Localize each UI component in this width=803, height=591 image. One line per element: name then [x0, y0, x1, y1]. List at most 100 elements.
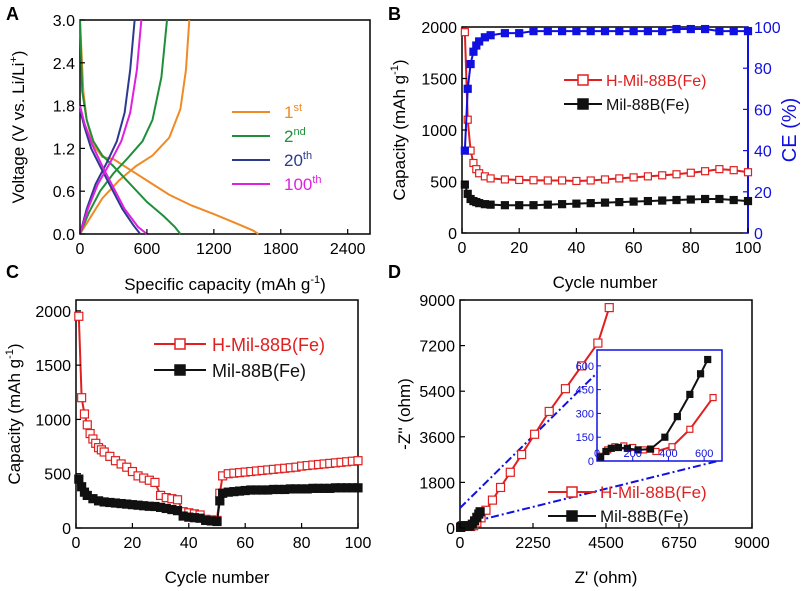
point-c-0-18	[150, 477, 160, 487]
y-tick-label-a-3: 1.8	[53, 99, 75, 116]
point-b-1-23	[715, 194, 724, 204]
point-d-inset-1-11	[704, 355, 712, 364]
point-d-inset-1-5	[634, 446, 642, 454]
legend-label-a-3: 20th	[284, 150, 312, 170]
curve-a-1-charge	[79, 19, 168, 235]
y-tick-label-d-4: 7200	[419, 339, 455, 356]
legend-label-d-2: Mil-88B(Fe)	[600, 507, 689, 526]
point-b-2-9	[515, 29, 524, 38]
point-c-1-27	[215, 496, 225, 506]
point-d-0-14	[517, 449, 527, 460]
zoom-line-d-1	[459, 372, 598, 509]
panel-label-d: D	[388, 262, 401, 282]
y-tick-label-a-5: 3.0	[53, 13, 75, 30]
point-b-1-25	[743, 196, 753, 206]
x-tick-label-c-3: 60	[236, 535, 254, 552]
point-d-0-19	[593, 338, 603, 348]
point-b-0-20	[672, 170, 681, 179]
y-tick-label-d-5: 9000	[419, 293, 455, 310]
y2-axis-label-b: CE (%)	[779, 98, 801, 162]
y-tick-label-c-1: 500	[44, 467, 71, 484]
yticks-c: 0 500 1000 1500 2000	[35, 304, 81, 538]
panel-label-b: B	[388, 4, 401, 24]
plot-frame-c	[75, 299, 359, 529]
point-b-0-17	[629, 173, 638, 182]
series-group-a	[79, 19, 260, 235]
point-b-1-12	[557, 200, 567, 209]
x-tick-label-b-3: 60	[625, 240, 643, 257]
panel-label-a: A	[6, 4, 19, 24]
xticks-d: 0 2250 4500 6750 9000	[456, 523, 770, 552]
point-b-0-7	[486, 174, 495, 183]
x-tick-label-c-4: 80	[293, 535, 311, 552]
point-d-inset-1-7	[661, 433, 669, 441]
curve-a-2-charge	[79, 19, 136, 235]
y-tick-label-a-1: 0.6	[53, 184, 75, 201]
xticks-a: 0 600 1200 1800 2400	[76, 229, 366, 258]
y2ticks-b: 0 20 40 60 80 100	[743, 20, 781, 243]
point-b-1-18	[643, 196, 653, 206]
point-d-inset-0-8	[686, 425, 694, 433]
y-tick-label-d-2: 3600	[419, 430, 455, 447]
x-axis-label-c: Cycle number	[165, 568, 270, 587]
point-b-2-19	[658, 27, 667, 36]
point-b-0-12	[557, 176, 567, 185]
point-d-0-15	[530, 429, 540, 439]
point-d-inset-1-2	[607, 444, 615, 452]
point-b-0-8	[500, 175, 509, 184]
point-c-0-22	[172, 495, 183, 505]
x-tick-label-d-0: 0	[456, 535, 465, 552]
inset-x-tick-label-d-3: 600	[695, 448, 713, 460]
point-b-1-11	[543, 200, 552, 209]
point-b-1-10	[529, 201, 538, 210]
point-b-0-9	[515, 175, 524, 185]
y2-tick-label-b-4: 80	[754, 61, 772, 78]
point-d-0-18	[577, 361, 587, 371]
y2-tick-label-b-2: 40	[754, 144, 772, 161]
y-axis-label-b: Capacity (mAh g-1)	[389, 59, 409, 200]
point-c-0-55	[353, 456, 363, 466]
legend-label-d-1: H-Mil-88B(Fe)	[600, 483, 707, 502]
yticks-a: 0.0 0.6 1.2 1.8 2.4 3.0	[53, 13, 85, 244]
y-axis-label-c: Capacity (mAh g-1)	[4, 343, 24, 484]
legend-label-a-1: 1st	[284, 102, 302, 122]
curve-a-2-discharge	[79, 108, 142, 235]
point-b-1-20	[672, 195, 681, 205]
y-tick-label-d-3: 5400	[419, 384, 455, 401]
x-tick-label-d-3: 6750	[661, 535, 697, 552]
point-b-2-15	[600, 27, 610, 36]
point-b-2-2	[466, 59, 475, 69]
legend-label-a-2: 2nd	[284, 126, 306, 146]
x-tick-label-b-5: 100	[735, 240, 762, 257]
point-b-2-22	[700, 24, 710, 34]
point-d-inset-1-4	[623, 444, 631, 452]
point-b-2-24	[729, 27, 738, 36]
legend-marker-b-2	[577, 98, 589, 110]
point-b-0-18	[643, 172, 653, 181]
point-b-1-9	[515, 201, 524, 210]
point-b-2-25	[743, 27, 753, 36]
legend-marker-c-2	[174, 364, 186, 376]
point-d-inset-0-7	[668, 443, 676, 451]
series-group-d	[456, 303, 614, 532]
point-b-0-16	[615, 174, 624, 183]
legend-label-b-1: H-Mil-88B(Fe)	[606, 73, 706, 90]
point-b-1-15	[600, 198, 610, 207]
legend-c: H-Mil-88B(Fe) Mil-88B(Fe)	[154, 335, 325, 381]
x-tick-label-c-5: 100	[345, 535, 372, 552]
y-tick-label-a-0: 0.0	[53, 227, 75, 244]
point-b-2-7	[486, 31, 495, 40]
point-b-0-14	[586, 176, 595, 185]
point-b-1-19	[658, 196, 667, 205]
y2-tick-label-b-5: 100	[754, 20, 781, 37]
point-d-0-11	[487, 495, 498, 505]
series-group-c	[74, 311, 363, 527]
point-b-1-8	[500, 201, 509, 210]
point-c-1-26	[212, 516, 222, 527]
point-b-1-17	[629, 197, 638, 206]
point-b-1-13	[572, 199, 581, 208]
legend-marker-b-1	[577, 74, 589, 86]
curve-a-3-charge	[79, 19, 143, 235]
inset-y-tick-label-d-1: 150	[576, 432, 594, 444]
